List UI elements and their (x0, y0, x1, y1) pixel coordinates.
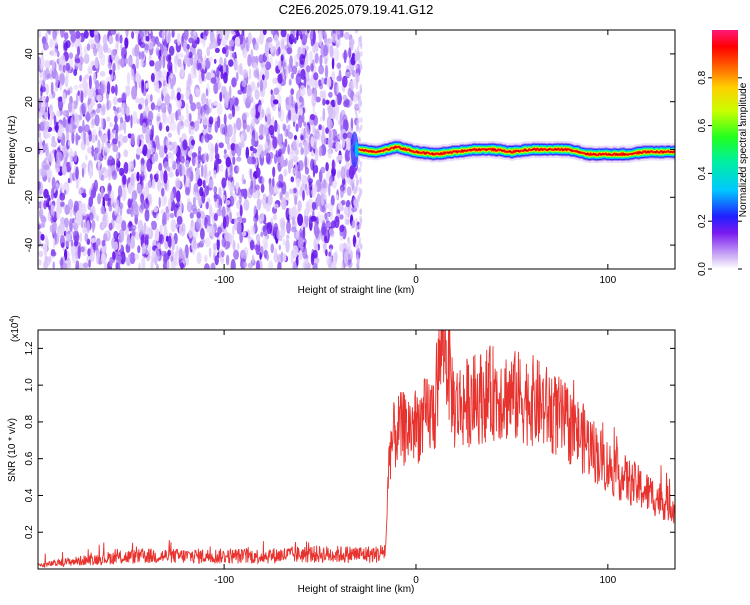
colorbar-tick-label: 0.4 (697, 166, 708, 180)
y-scale-prefix: (x10 (10, 322, 21, 342)
bot-xtick-label: -100 (214, 575, 234, 586)
colorbar-tick-label: 0.6 (697, 118, 708, 132)
snr-panel: -100 0 100 0.2 0.4 0.6 0.8 1.0 1.2 Height of st… (7, 315, 676, 595)
chart-title: C2E6.2025.079.19.41.G12 (279, 2, 434, 17)
bot-xtick-label: 100 (600, 575, 617, 586)
top-xtick-label: 100 (600, 275, 617, 286)
top-ytick-label: 0 (24, 146, 35, 152)
top-xlabel: Height of straight line (km) (298, 285, 415, 296)
bot-ytick-label: 1.0 (24, 378, 35, 392)
y-scale-exponent: 4 (9, 319, 16, 323)
y-scale-factor: (x104) (9, 315, 21, 342)
top-ylabel: Frequency (Hz) (7, 116, 18, 185)
top-xtick-label: -100 (214, 275, 234, 286)
colorbar: 0.0 0.2 0.4 0.6 0.8 Normalized spectral ampl… (697, 30, 749, 276)
colorbar-label: Normalized spectral amplitude (738, 82, 749, 217)
noise-region (38, 30, 363, 269)
top-ytick-label: -20 (24, 190, 35, 205)
colorbar-tick-label: 0.2 (697, 214, 708, 228)
bot-ytick-label: 0.6 (24, 451, 35, 465)
top-ytick-label: 40 (24, 48, 35, 60)
bot-xlabel: Height of straight line (km) (298, 584, 415, 595)
bot-ylabel: SNR (10 * v/v) (7, 418, 18, 482)
spectrogram-panel: -100 0 100 -40 -20 0 20 40 Height of straight … (7, 29, 676, 296)
bot-ytick-label: 0.4 (24, 488, 35, 502)
bot-xtick-label: 0 (413, 575, 419, 586)
top-ytick-label: -40 (24, 237, 35, 252)
top-ytick-label: 20 (24, 96, 35, 108)
colorbar-tick-label: 0.8 (697, 70, 708, 84)
signal-trace (350, 131, 675, 168)
snr-frame (37, 329, 676, 570)
colorbar-tick-label: 0.0 (697, 262, 708, 276)
snr-line (38, 330, 675, 568)
top-xtick-label: 0 (413, 275, 419, 286)
bot-ytick-label: 1.2 (24, 341, 35, 355)
y-scale-suffix: ) (10, 315, 21, 318)
colorbar-gradient (712, 30, 738, 269)
bot-ytick-label: 0.2 (24, 525, 35, 539)
svg-text:(x104): (x104) (9, 315, 21, 342)
bot-ytick-label: 0.8 (24, 415, 35, 429)
